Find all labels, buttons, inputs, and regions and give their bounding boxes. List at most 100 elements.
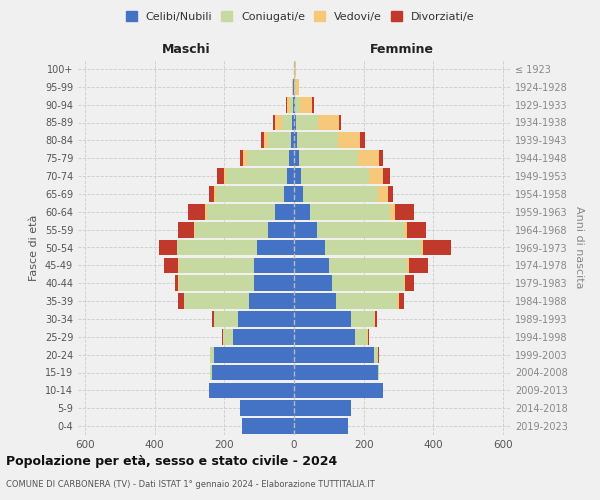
Bar [261, 132, 265, 148]
Text: Popolazione per età, sesso e stato civile - 2024: Popolazione per età, sesso e stato civil… [6, 455, 337, 468]
Bar [407, 258, 409, 273]
Bar [377, 186, 388, 202]
Bar [205, 204, 207, 220]
Bar [303, 186, 377, 202]
Bar [352, 311, 374, 327]
Bar [388, 186, 393, 202]
Bar [294, 329, 355, 344]
Bar [214, 311, 238, 327]
Bar [295, 97, 300, 112]
Bar [224, 168, 226, 184]
Bar [240, 150, 244, 166]
Bar [294, 293, 336, 309]
Bar [374, 347, 379, 362]
Bar [226, 168, 287, 184]
Bar [296, 79, 299, 94]
Bar [290, 97, 293, 112]
Bar [301, 168, 369, 184]
Bar [368, 329, 369, 344]
Text: Maschi: Maschi [161, 44, 211, 57]
Bar [273, 114, 275, 130]
Bar [294, 258, 329, 273]
Bar [296, 114, 319, 130]
Bar [294, 400, 352, 416]
Bar [178, 276, 179, 291]
Bar [194, 222, 195, 238]
Bar [209, 382, 294, 398]
Bar [299, 150, 358, 166]
Bar [212, 364, 294, 380]
Bar [215, 186, 284, 202]
Bar [287, 97, 290, 112]
Bar [212, 311, 214, 327]
Bar [294, 418, 348, 434]
Text: Femmine: Femmine [370, 44, 434, 57]
Bar [421, 240, 423, 256]
Bar [188, 204, 205, 220]
Legend: Celibi/Nubili, Coniugati/e, Vedovi/e, Divorziati/e: Celibi/Nubili, Coniugati/e, Vedovi/e, Di… [122, 8, 478, 25]
Bar [177, 240, 257, 256]
Bar [223, 329, 233, 344]
Bar [310, 204, 390, 220]
Bar [238, 311, 294, 327]
Bar [176, 240, 177, 256]
Bar [339, 114, 341, 130]
Bar [358, 150, 379, 166]
Bar [214, 186, 215, 202]
Bar [164, 258, 178, 273]
Bar [329, 258, 407, 273]
Bar [211, 347, 214, 362]
Bar [409, 258, 428, 273]
Bar [407, 222, 427, 238]
Bar [294, 364, 377, 380]
Bar [292, 114, 294, 130]
Bar [294, 347, 374, 362]
Bar [275, 204, 294, 220]
Bar [294, 79, 296, 94]
Bar [294, 132, 298, 148]
Bar [360, 132, 365, 148]
Bar [379, 150, 383, 166]
Bar [175, 276, 178, 291]
Bar [254, 276, 294, 291]
Bar [319, 114, 339, 130]
Bar [290, 132, 294, 148]
Bar [423, 240, 451, 256]
Bar [294, 114, 296, 130]
Bar [209, 347, 211, 362]
Bar [179, 276, 254, 291]
Bar [254, 258, 294, 273]
Bar [317, 222, 404, 238]
Y-axis label: Fasce di età: Fasce di età [29, 214, 39, 280]
Bar [397, 293, 398, 309]
Bar [300, 97, 312, 112]
Bar [294, 382, 383, 398]
Bar [298, 132, 338, 148]
Bar [293, 79, 294, 94]
Bar [214, 347, 294, 362]
Bar [404, 276, 406, 291]
Bar [369, 168, 383, 184]
Bar [406, 276, 414, 291]
Bar [287, 168, 294, 184]
Bar [325, 240, 421, 256]
Bar [332, 276, 404, 291]
Bar [377, 364, 379, 380]
Bar [294, 168, 301, 184]
Bar [294, 204, 310, 220]
Bar [178, 222, 194, 238]
Bar [294, 150, 299, 166]
Bar [247, 150, 289, 166]
Bar [338, 132, 360, 148]
Bar [355, 329, 367, 344]
Bar [282, 114, 292, 130]
Bar [367, 329, 368, 344]
Bar [398, 293, 404, 309]
Bar [294, 276, 332, 291]
Bar [240, 400, 294, 416]
Bar [312, 97, 314, 112]
Bar [383, 168, 390, 184]
Bar [275, 114, 282, 130]
Bar [244, 150, 247, 166]
Bar [292, 79, 293, 94]
